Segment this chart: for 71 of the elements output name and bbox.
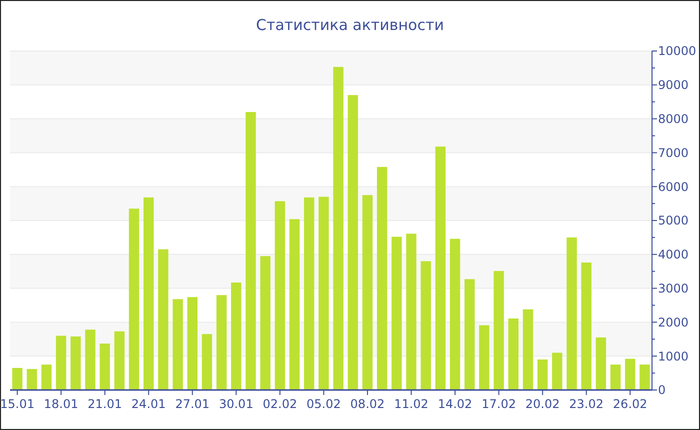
x-tick-label: 11.02 (394, 397, 428, 411)
y-tick-label: 5000 (658, 214, 689, 228)
x-tick-label: 27.01 (175, 397, 210, 411)
bar (202, 334, 212, 390)
y-tick-label: 4000 (658, 248, 689, 262)
bar (348, 95, 358, 390)
bar (450, 238, 460, 390)
x-tick-label: 24.01 (131, 397, 166, 411)
bar (318, 196, 329, 390)
bar (304, 197, 314, 390)
bar (625, 358, 636, 390)
bar (479, 325, 490, 390)
bar (274, 201, 286, 390)
bar (100, 344, 110, 390)
bar (508, 318, 518, 390)
bar (85, 330, 96, 390)
bar (522, 309, 534, 390)
bar (231, 282, 242, 390)
chart-title: Статистика активности (256, 16, 444, 34)
y-tick-label: 1000 (658, 349, 689, 364)
bar (392, 236, 402, 390)
bar (70, 336, 81, 390)
y-tick-label: 10000 (658, 44, 696, 58)
bar (640, 364, 650, 390)
bar (260, 256, 270, 390)
x-tick-label: 26.02 (612, 397, 648, 411)
bar (362, 195, 373, 390)
y-tick-label: 3000 (658, 282, 689, 296)
bar (420, 261, 431, 390)
bar (172, 299, 183, 390)
y-tick-label: 7000 (658, 146, 689, 160)
bar (12, 368, 22, 390)
bar (435, 146, 446, 390)
y-tick-label: 2000 (658, 315, 689, 330)
y-tick-label: 0 (658, 383, 666, 398)
bar (26, 368, 37, 390)
bar (376, 166, 388, 390)
bar (581, 262, 592, 390)
bar (289, 219, 300, 390)
bar (246, 112, 256, 390)
x-tick-label: 17.02 (482, 397, 516, 411)
x-tick-label: 05.02 (306, 397, 341, 411)
x-tick-label: 30.01 (218, 397, 254, 411)
bar (552, 352, 562, 390)
bar (128, 208, 140, 390)
x-tick-label: 23.02 (569, 397, 604, 411)
x-tick-label: 18.01 (44, 397, 78, 411)
bar (158, 249, 168, 390)
x-tick-label: 14.02 (438, 397, 472, 411)
bar (610, 364, 621, 390)
bar (41, 364, 52, 390)
y-tick-label: 6000 (658, 180, 689, 194)
x-tick-label: 02.02 (262, 397, 298, 411)
bar (187, 297, 198, 390)
bar (56, 336, 66, 390)
bar (566, 237, 577, 390)
bar (333, 66, 344, 390)
bar (464, 279, 475, 390)
y-tick-label: 9000 (658, 78, 689, 92)
y-tick-label: 8000 (658, 112, 689, 126)
bar (406, 234, 416, 390)
bar (114, 331, 125, 390)
bar (537, 359, 548, 390)
bar (596, 337, 606, 390)
x-tick-label: 08.02 (350, 397, 385, 411)
bar (144, 197, 154, 390)
x-tick-label: 21.01 (88, 397, 122, 411)
x-tick-label: 15.01 (0, 397, 34, 411)
bar (494, 271, 504, 390)
x-tick-label: 20.02 (525, 397, 560, 411)
bar (216, 295, 227, 390)
